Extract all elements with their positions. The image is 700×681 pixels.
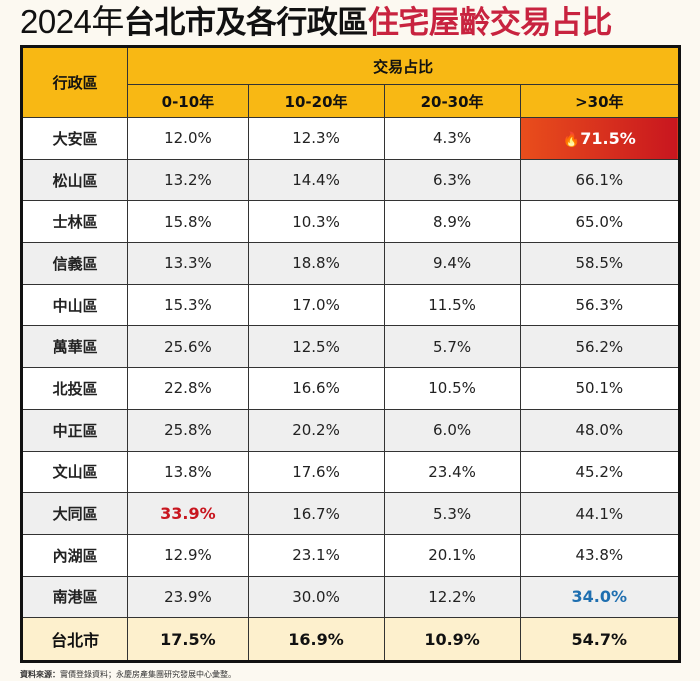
title-year: 2024年 xyxy=(20,3,124,40)
value-cell: 17.6% xyxy=(247,450,385,494)
value-cell: 6.3% xyxy=(383,158,521,202)
column-header: 0-10年 xyxy=(127,84,249,118)
source-note: 資料來源：實價登錄資料；永慶房產集團研究發展中心彙整。 xyxy=(20,669,236,680)
row-header: 行政區 xyxy=(20,46,129,118)
value-cell: 11.5% xyxy=(383,283,521,327)
value-cell: 🔥71.5% xyxy=(519,117,681,160)
value-cell: 15.3% xyxy=(127,283,249,327)
value-cell: 12.5% xyxy=(247,325,385,369)
value-cell: 14.4% xyxy=(247,158,385,202)
district-cell: 北投區 xyxy=(20,367,129,410)
value-cell: 5.3% xyxy=(383,492,521,535)
table-row: 中正區 25.8% 20.2% 6.0% 48.0% xyxy=(20,408,681,452)
title-accent: 住宅屋齡交易占比 xyxy=(367,5,613,41)
value-cell: 66.1% xyxy=(519,158,681,202)
district-cell: 中正區 xyxy=(20,408,129,452)
district-cell: 士林區 xyxy=(20,200,129,244)
value-cell: 13.3% xyxy=(127,242,249,285)
table-row: 北投區 22.8% 16.6% 10.5% 50.1% xyxy=(20,367,681,410)
value-cell: 44.1% xyxy=(519,492,681,535)
value-cell: 13.2% xyxy=(127,158,249,202)
value-cell: 10.3% xyxy=(247,200,385,244)
value-cell: 20.2% xyxy=(247,408,385,452)
value-cell: 6.0% xyxy=(383,408,521,452)
column-header: >30年 xyxy=(519,84,681,118)
source-text: 實價登錄資料；永慶房產集團研究發展中心彙整。 xyxy=(60,670,236,679)
value-cell: 23.9% xyxy=(127,575,249,619)
district-cell: 信義區 xyxy=(20,242,129,285)
table-row: 松山區 13.2% 14.4% 6.3% 66.1% xyxy=(20,158,681,202)
table-row: 內湖區 12.9% 23.1% 20.1% 43.8% xyxy=(20,533,681,577)
value-cell: 5.7% xyxy=(383,325,521,369)
value-cell: 12.9% xyxy=(127,533,249,577)
value-cell: 16.7% xyxy=(247,492,385,535)
value-cell: 20.1% xyxy=(383,533,521,577)
district-cell: 萬華區 xyxy=(20,325,129,369)
district-cell: 中山區 xyxy=(20,283,129,327)
district-cell: 大同區 xyxy=(20,492,129,535)
value-cell: 13.8% xyxy=(127,450,249,494)
column-header: 20-30年 xyxy=(383,84,521,118)
table-row: 信義區 13.3% 18.8% 9.4% 58.5% xyxy=(20,242,681,285)
value-cell: 58.5% xyxy=(519,242,681,285)
table-row: 大同區 33.9% 16.7% 5.3% 44.1% xyxy=(20,492,681,535)
value-cell: 43.8% xyxy=(519,533,681,577)
district-cell: 文山區 xyxy=(20,450,129,494)
value-cell: 12.3% xyxy=(247,117,385,160)
value-cell: 17.0% xyxy=(247,283,385,327)
table-row: 士林區 15.8% 10.3% 8.9% 65.0% xyxy=(20,200,681,244)
value-cell: 48.0% xyxy=(519,408,681,452)
value-cell: 56.2% xyxy=(519,325,681,369)
value-cell: 23.1% xyxy=(247,533,385,577)
total-row: 台北市 17.5% 16.9% 10.9% 54.7% xyxy=(20,617,681,663)
group-header: 交易占比 xyxy=(127,46,680,85)
total-label: 台北市 xyxy=(20,617,129,663)
table-row: 文山區 13.8% 17.6% 23.4% 45.2% xyxy=(20,450,681,494)
table-row: 中山區 15.3% 17.0% 11.5% 56.3% xyxy=(20,283,681,327)
total-value-cell: 54.7% xyxy=(519,617,681,663)
value-cell: 9.4% xyxy=(383,242,521,285)
value-cell: 4.3% xyxy=(383,117,521,160)
value-cell: 25.8% xyxy=(127,408,249,452)
value-cell: 45.2% xyxy=(519,450,681,494)
value-cell: 34.0% xyxy=(519,575,681,619)
value-text: 71.5% xyxy=(580,128,636,148)
value-cell: 12.2% xyxy=(383,575,521,619)
table-row: 萬華區 25.6% 12.5% 5.7% 56.2% xyxy=(20,325,681,369)
total-value-cell: 10.9% xyxy=(383,617,521,663)
value-cell: 12.0% xyxy=(127,117,249,160)
value-cell: 33.9% xyxy=(127,492,249,535)
total-value-cell: 16.9% xyxy=(247,617,385,663)
value-cell: 25.6% xyxy=(127,325,249,369)
page-title: 2024年台北市及各行政區住宅屋齡交易占比 xyxy=(20,2,612,42)
district-cell: 松山區 xyxy=(20,158,129,202)
title-main: 台北市及各行政區 xyxy=(123,5,369,41)
district-cell: 大安區 xyxy=(20,117,129,160)
source-label: 資料來源： xyxy=(20,670,60,679)
value-cell: 56.3% xyxy=(519,283,681,327)
total-value-cell: 17.5% xyxy=(127,617,249,663)
fire-icon: 🔥 xyxy=(562,131,581,148)
district-cell: 南港區 xyxy=(20,575,129,619)
value-cell: 15.8% xyxy=(127,200,249,244)
value-cell: 30.0% xyxy=(247,575,385,619)
district-cell: 內湖區 xyxy=(20,533,129,577)
value-cell: 16.6% xyxy=(247,367,385,410)
value-cell: 10.5% xyxy=(383,367,521,410)
value-cell: 23.4% xyxy=(383,450,521,494)
value-cell: 8.9% xyxy=(383,200,521,244)
value-cell: 65.0% xyxy=(519,200,681,244)
table-row: 南港區 23.9% 30.0% 12.2% 34.0% xyxy=(20,575,681,619)
column-header: 10-20年 xyxy=(247,84,385,118)
value-cell: 50.1% xyxy=(519,367,681,410)
value-cell: 18.8% xyxy=(247,242,385,285)
value-cell: 22.8% xyxy=(127,367,249,410)
data-table: 行政區 交易占比 0-10年 10-20年 20-30年 >30年 大安區 12.0% 1… xyxy=(20,45,681,664)
table-row: 大安區 12.0% 12.3% 4.3% 🔥71.5% xyxy=(20,117,681,160)
